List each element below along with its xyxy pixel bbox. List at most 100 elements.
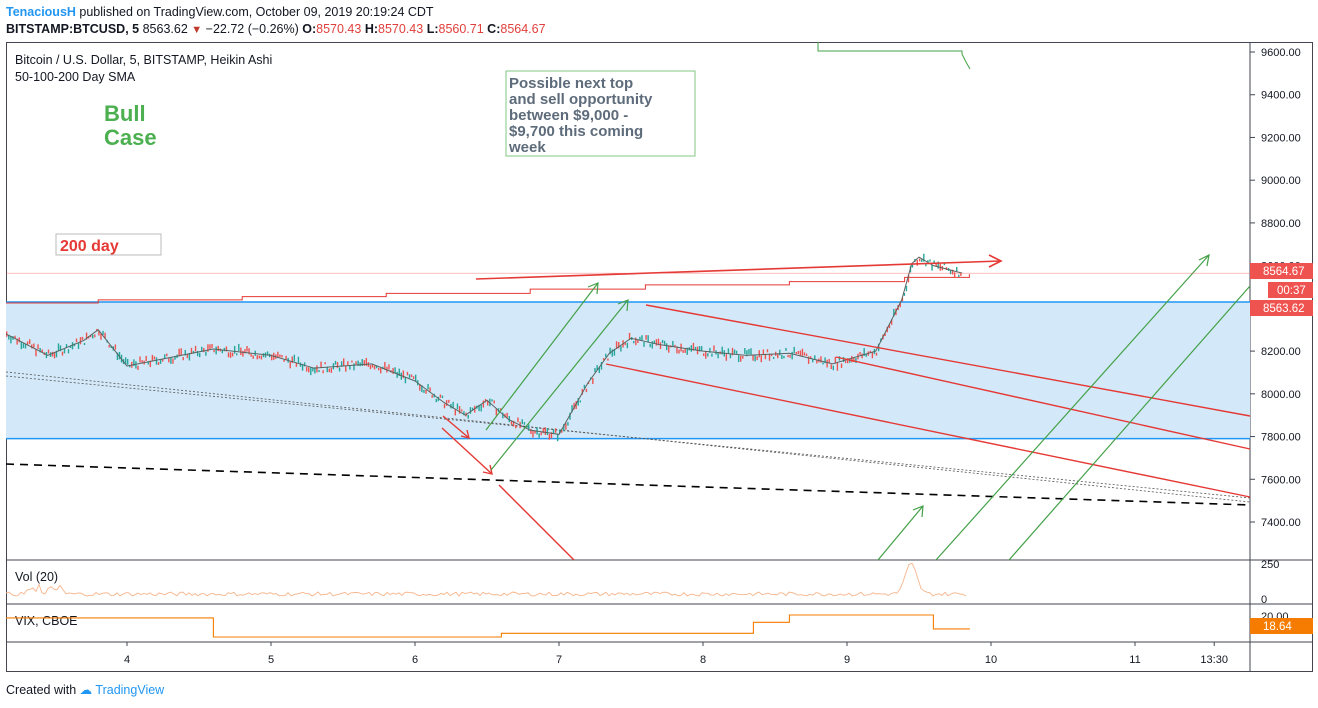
- ha-candle: [207, 344, 209, 352]
- ha-candle: [375, 365, 378, 369]
- ha-candle: [698, 346, 701, 352]
- ha-candle: [92, 334, 94, 339]
- ha-candle: [377, 367, 380, 371]
- red-arrow-top: [475, 260, 1002, 280]
- price-path: [5, 256, 963, 435]
- ha-candle: [31, 344, 33, 349]
- ha-candle: [840, 363, 843, 368]
- ha-candle: [102, 330, 104, 335]
- price-tick-label: 7800.00: [1261, 432, 1301, 444]
- publish-text: published on TradingView.com, October 09…: [79, 5, 434, 19]
- ha-candle: [789, 354, 791, 358]
- footer: Created with ☁ TradingView: [6, 682, 164, 697]
- ha-candle: [561, 429, 563, 433]
- ha-candle: [563, 424, 565, 432]
- ha-candle: [67, 349, 70, 354]
- ha-candle: [801, 348, 804, 356]
- ha-candle: [283, 359, 285, 362]
- ha-candle: [550, 432, 553, 439]
- ha-candle: [166, 353, 168, 357]
- ha-candle: [312, 368, 314, 372]
- ha-candle: [559, 429, 561, 434]
- ha-candle: [737, 355, 740, 363]
- ha-candle: [373, 365, 376, 370]
- ha-candle: [227, 352, 230, 358]
- ha-candle: [53, 351, 56, 359]
- time-axis[interactable]: 4 5 6 7 8 9 10 11 13:30: [124, 642, 1228, 666]
- ha-candle: [116, 352, 119, 361]
- ha-candle: [886, 326, 888, 333]
- ha-candle: [41, 349, 43, 353]
- price-chart[interactable]: Bitcoin / U.S. Dollar, 5, BITSTAMP, Heik…: [5, 42, 1313, 672]
- ha-candle: [565, 423, 567, 430]
- symbol-info: BITSTAMP:BTCUSD, 5 8563.62 ▼ −22.72 (−0.…: [6, 22, 546, 36]
- day200-box[interactable]: [55, 233, 162, 256]
- ha-candle: [61, 351, 64, 356]
- ha-candle: [863, 348, 865, 356]
- ha-candle: [890, 319, 893, 325]
- ha-candle: [552, 428, 555, 434]
- ha-candle: [318, 369, 320, 373]
- price-axis[interactable]: 9600.009400.009200.009000.008800.008600.…: [1250, 47, 1301, 529]
- ha-candle: [441, 395, 444, 399]
- author-link[interactable]: TenaciousH: [6, 5, 76, 19]
- ha-candle: [258, 355, 261, 359]
- ha-candle: [853, 358, 855, 363]
- ha-candle: [279, 354, 281, 358]
- ha-candle: [512, 420, 515, 427]
- high-value: 8570.43: [378, 22, 424, 36]
- ha-candle: [949, 269, 952, 275]
- ha-candle: [727, 348, 730, 354]
- ha-candle: [277, 351, 279, 358]
- ha-candle: [919, 258, 921, 262]
- ha-candle: [822, 362, 824, 365]
- ha-candle: [768, 353, 771, 361]
- ha-candle: [153, 356, 156, 360]
- ha-candle: [752, 354, 754, 361]
- time-tick-label: 7: [556, 654, 562, 666]
- ha-candle: [118, 351, 121, 360]
- ma-200-line: [6, 274, 970, 304]
- ha-candle: [556, 433, 559, 442]
- volume-series: [5, 562, 967, 597]
- ha-candle: [445, 400, 448, 406]
- ha-candle: [248, 348, 250, 355]
- ha-candle: [602, 358, 605, 361]
- chart-container[interactable]: Bitcoin / U.S. Dollar, 5, BITSTAMP, Heik…: [5, 42, 1313, 672]
- ha-candle: [223, 347, 226, 352]
- ha-candle: [742, 355, 744, 359]
- ha-candle: [521, 419, 523, 425]
- note-box[interactable]: [505, 70, 696, 157]
- ha-candle: [851, 355, 853, 363]
- ha-candle: [404, 377, 407, 384]
- ha-candle: [250, 353, 252, 357]
- ha-candle: [147, 361, 149, 365]
- bull-label-line1[interactable]: Bull: [104, 101, 146, 126]
- ha-candle: [672, 340, 674, 347]
- ha-candle: [953, 272, 956, 279]
- ha-candle: [709, 347, 711, 353]
- ha-candle: [100, 333, 102, 340]
- ha-candle: [351, 360, 353, 363]
- ha-candle: [611, 349, 613, 357]
- ha-candle: [795, 352, 797, 355]
- ha-candle: [744, 348, 746, 354]
- note-line-3: between $9,000 -: [509, 107, 628, 124]
- ha-candle: [596, 365, 598, 371]
- ha-candle: [326, 366, 328, 373]
- price-tick-label: 9600.00: [1261, 47, 1301, 59]
- open-value: 8570.43: [316, 22, 362, 36]
- tradingview-link[interactable]: TradingView: [95, 683, 165, 697]
- ha-candle: [628, 332, 631, 340]
- ha-candle: [907, 274, 910, 283]
- ha-candle: [18, 337, 20, 343]
- ha-candle: [98, 330, 100, 336]
- ha-candle: [172, 358, 174, 364]
- ha-candle: [506, 412, 508, 418]
- bull-label-line2[interactable]: Case: [104, 125, 157, 150]
- ha-candle: [380, 367, 382, 374]
- time-tick-label: 9: [844, 654, 850, 666]
- ha-candle: [180, 348, 182, 356]
- ha-candle: [772, 356, 775, 360]
- ha-candle: [260, 355, 263, 360]
